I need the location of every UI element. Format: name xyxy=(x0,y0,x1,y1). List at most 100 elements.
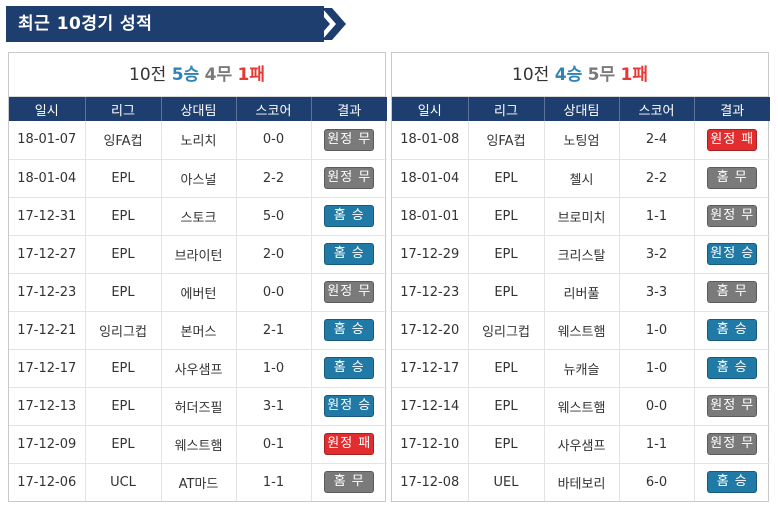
table-row: 17-12-17 EPL 사우샘프 1-0 홈 승 xyxy=(9,349,387,388)
result-cell: 홈 승 xyxy=(694,311,770,350)
team-a-record-panel: 10전 5승 4무 1패 일시 리그 상대팀 스코어 결과 18-01-07 잉F… xyxy=(8,52,387,502)
table-row: 17-12-06 UCL AT마드 1-1 홈 무 xyxy=(9,463,387,501)
table-row: 17-12-09 EPL 웨스트햄 0-1 원정 패 xyxy=(9,425,387,464)
game-date: 17-12-23 xyxy=(9,273,86,312)
opponent-team: 본머스 xyxy=(161,311,237,350)
game-score: 1-0 xyxy=(619,349,695,388)
losses-count: 1패 xyxy=(237,65,265,85)
game-score: 3-2 xyxy=(619,235,695,274)
game-date: 17-12-23 xyxy=(392,273,469,312)
game-date: 18-01-04 xyxy=(392,159,469,198)
result-badge: 홈 승 xyxy=(324,357,375,379)
result-badge: 원정 무 xyxy=(707,433,758,455)
opponent-team: 스토크 xyxy=(161,197,237,236)
opponent-team: 에버턴 xyxy=(161,273,237,312)
league-name: EPL xyxy=(85,159,162,198)
game-date: 17-12-13 xyxy=(9,387,86,426)
table-row: 17-12-29 EPL 크리스탈 3-2 원정 승 xyxy=(392,235,770,274)
result-cell: 원정 무 xyxy=(694,197,770,236)
result-badge: 원정 무 xyxy=(324,128,375,151)
game-score: 2-0 xyxy=(236,235,312,274)
result-badge: 홈 승 xyxy=(707,357,758,379)
result-cell: 홈 승 xyxy=(311,235,387,274)
game-score: 0-0 xyxy=(236,273,312,312)
game-date: 17-12-31 xyxy=(9,197,86,236)
result-badge: 홈 무 xyxy=(707,281,758,303)
game-date: 18-01-01 xyxy=(392,197,469,236)
game-date: 17-12-17 xyxy=(392,349,469,388)
game-score: 0-0 xyxy=(619,387,695,426)
game-date: 17-12-29 xyxy=(392,235,469,274)
result-badge: 홈 승 xyxy=(324,319,375,341)
game-score: 2-2 xyxy=(236,159,312,198)
opponent-team: 아스널 xyxy=(161,159,237,198)
game-score: 2-2 xyxy=(619,159,695,198)
game-score: 3-3 xyxy=(619,273,695,312)
opponent-team: 사우샘프 xyxy=(544,425,620,464)
game-score: 0-1 xyxy=(236,425,312,464)
result-cell: 홈 무 xyxy=(311,463,387,501)
opponent-team: 노팅엄 xyxy=(544,121,620,160)
league-name: EPL xyxy=(85,387,162,426)
game-score: 3-1 xyxy=(236,387,312,426)
opponent-team: 첼시 xyxy=(544,159,620,198)
opponent-team: 리버풀 xyxy=(544,273,620,312)
opponent-team: 허더즈필 xyxy=(161,387,237,426)
result-cell: 원정 패 xyxy=(311,425,387,464)
league-name: UCL xyxy=(85,463,162,501)
game-score: 1-1 xyxy=(619,425,695,464)
table-row: 18-01-08 잉FA컵 노팅엄 2-4 원정 패 xyxy=(392,121,770,160)
team-b-record-panel: 10전 4승 5무 1패 일시 리그 상대팀 스코어 결과 18-01-08 잉F… xyxy=(391,52,770,502)
result-badge: 홈 승 xyxy=(324,205,375,227)
result-cell: 원정 승 xyxy=(311,387,387,426)
result-cell: 홈 승 xyxy=(311,197,387,236)
opponent-team: 웨스트햄 xyxy=(544,387,620,426)
section-header: 최근 10경기 성적 xyxy=(6,6,324,42)
league-name: EPL xyxy=(468,273,545,312)
table-row: 18-01-04 EPL 아스널 2-2 원정 무 xyxy=(9,159,387,198)
game-score: 1-1 xyxy=(236,463,312,501)
draws-count: 5무 xyxy=(587,65,616,85)
game-date: 18-01-07 xyxy=(9,121,86,160)
col-result-header: 결과 xyxy=(720,103,745,119)
col-league-header: 리그 xyxy=(85,97,162,121)
result-cell: 홈 승 xyxy=(694,463,770,501)
league-name: EPL xyxy=(468,349,545,388)
game-date: 17-12-08 xyxy=(392,463,469,501)
table-row: 18-01-07 잉FA컵 노리치 0-0 원정 무 xyxy=(9,121,387,160)
table-row: 17-12-17 EPL 뉴캐슬 1-0 홈 승 xyxy=(392,349,770,388)
opponent-team: 웨스트햄 xyxy=(544,311,620,350)
opponent-team: 뉴캐슬 xyxy=(544,349,620,388)
result-cell: 원정 무 xyxy=(694,387,770,426)
col-result-header: 결과 xyxy=(337,103,362,119)
table-row: 18-01-01 EPL 브로미치 1-1 원정 무 xyxy=(392,197,770,236)
result-cell: 홈 무 xyxy=(694,273,770,312)
game-date: 17-12-14 xyxy=(392,387,469,426)
result-badge: 홈 무 xyxy=(707,167,758,189)
wins-count: 5승 xyxy=(171,65,200,85)
table-header-row: 일시 리그 상대팀 스코어 결과 xyxy=(9,97,387,121)
result-badge: 홈 승 xyxy=(324,243,375,265)
game-date: 17-12-06 xyxy=(9,463,86,501)
league-name: EPL xyxy=(468,387,545,426)
col-opponent-header: 상대팀 xyxy=(161,97,237,121)
league-name: EPL xyxy=(85,349,162,388)
game-score: 2-4 xyxy=(619,121,695,160)
opponent-team: 브로미치 xyxy=(544,197,620,236)
opponent-team: 노리치 xyxy=(161,121,237,160)
opponent-team: 크리스탈 xyxy=(544,235,620,274)
draws-count: 4무 xyxy=(204,65,233,85)
opponent-team: 사우샘프 xyxy=(161,349,237,388)
game-score: 1-1 xyxy=(619,197,695,236)
league-name: EPL xyxy=(468,159,545,198)
result-cell: 홈 승 xyxy=(694,349,770,388)
league-name: EPL xyxy=(468,197,545,236)
col-score-header: 스코어 xyxy=(619,97,695,121)
table-row: 17-12-23 EPL 리버풀 3-3 홈 무 xyxy=(392,273,770,312)
result-badge: 원정 무 xyxy=(707,205,758,227)
double-chevron-right-icon xyxy=(306,8,346,40)
result-cell: 원정 무 xyxy=(694,425,770,464)
result-cell: 원정 승 xyxy=(694,235,770,274)
